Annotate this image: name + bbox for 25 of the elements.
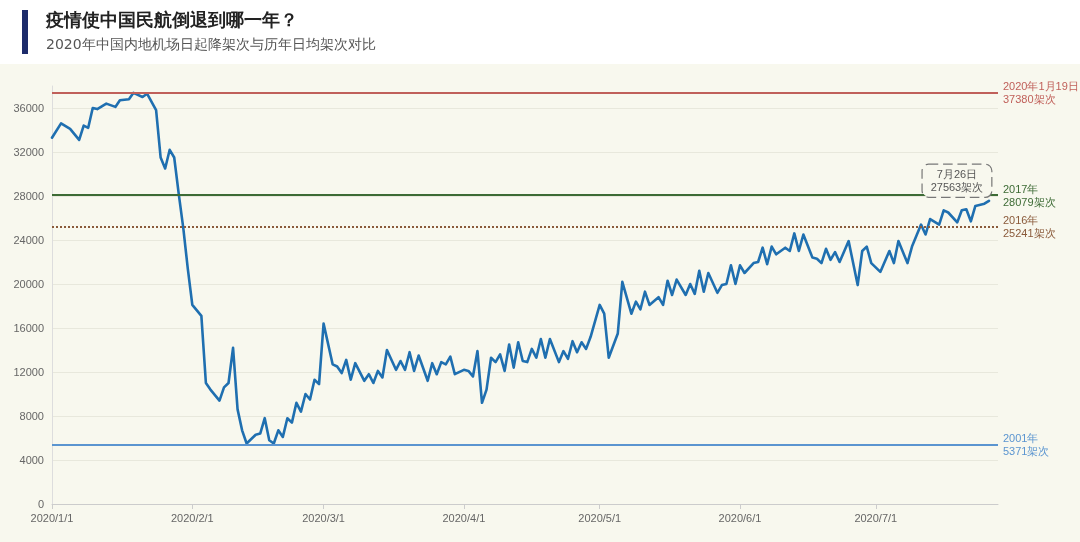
x-tick-label: 2020/1/1 — [30, 511, 74, 524]
y-tick-label: 8000 — [19, 410, 44, 422]
x-tick-label: 2020/5/1 — [578, 511, 622, 524]
y-tick-label: 12000 — [13, 366, 44, 378]
ref-line-label: 2020年1月19日 37380架次 — [1003, 80, 1079, 106]
y-tick-label: 0 — [37, 498, 44, 510]
y-tick-label: 16000 — [13, 322, 44, 334]
y-tick-label: 36000 — [13, 102, 44, 114]
ref-line-label: 2017年 28079架次 — [1003, 182, 1056, 208]
y-tick-label: 20000 — [13, 278, 44, 290]
chart-title: 疫情使中国民航倒退到哪一年？ — [46, 8, 299, 32]
x-tick-label: 2020/7/1 — [854, 511, 898, 524]
x-tick-label: 2020/3/1 — [302, 511, 345, 524]
y-tick-label: 28000 — [13, 190, 44, 202]
y-tick-label: 32000 — [13, 146, 44, 158]
ref-line-label: 2016年 25241架次 — [1003, 213, 1056, 239]
annotation: 7月26日 27563架次 — [930, 168, 984, 194]
ref-line-label: 2001年 5371架次 — [1003, 432, 1050, 458]
x-tick-label: 2020/6/1 — [718, 511, 762, 524]
x-tick-label: 2020/2/1 — [170, 511, 214, 524]
x-tick-label: 2020/4/1 — [442, 511, 486, 524]
y-tick-label: 24000 — [13, 234, 44, 246]
chart-subtitle: 2020年中国内地机场日起降架次与历年日均架次对比 — [46, 36, 377, 54]
y-tick-label: 4000 — [19, 454, 44, 466]
line-series — [50, 91, 991, 445]
